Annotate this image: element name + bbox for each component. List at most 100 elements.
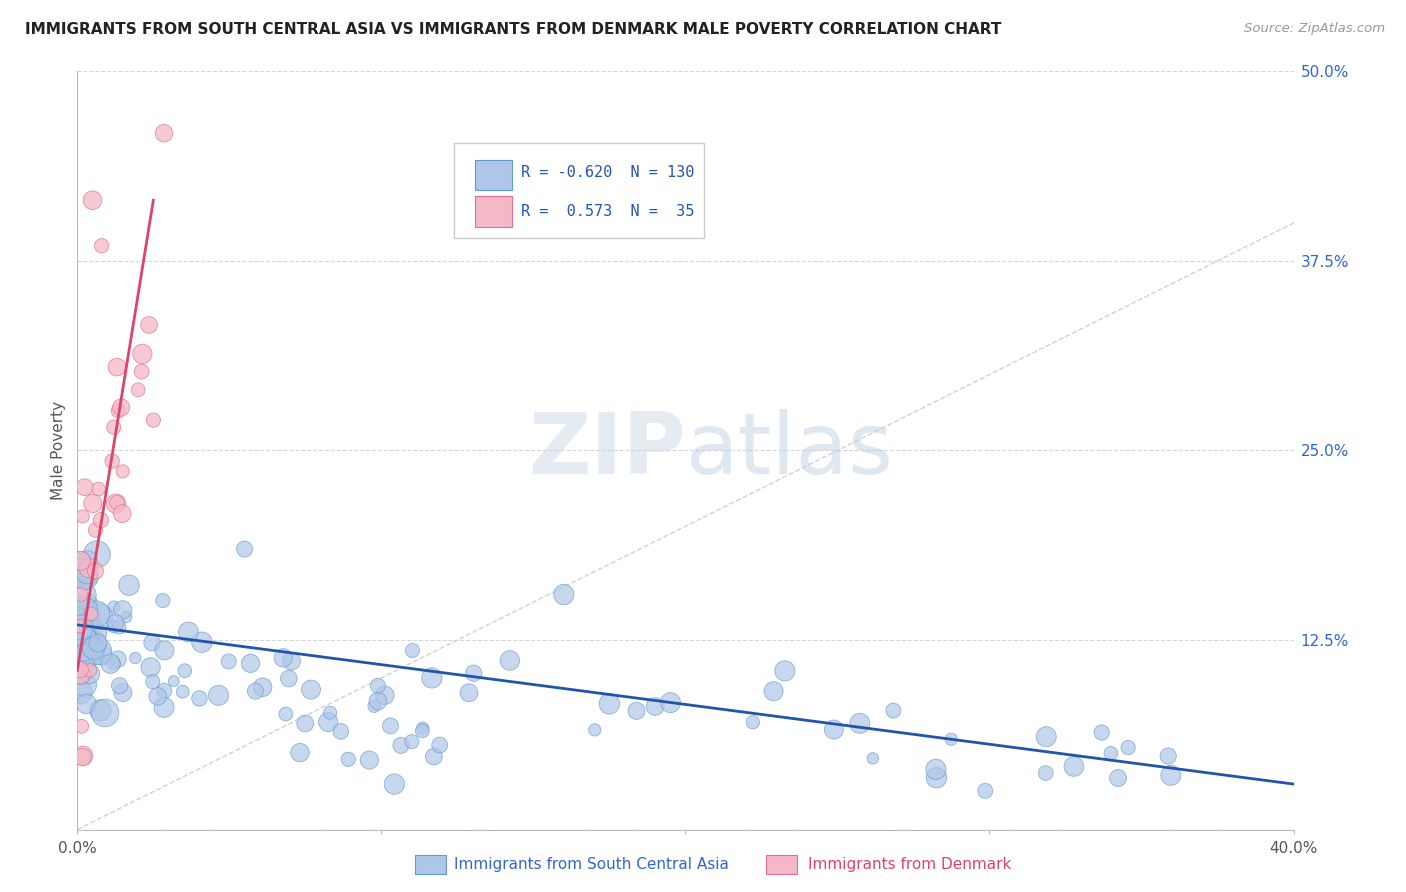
Point: [271, 651, 294, 665]
Text: atlas: atlas: [686, 409, 893, 492]
Point: [76, 570, 98, 584]
Point: [103, 619, 125, 633]
Point: [359, 753, 381, 767]
FancyBboxPatch shape: [454, 144, 703, 238]
Point: [84, 564, 107, 578]
Point: [75, 603, 97, 617]
Point: [319, 706, 342, 720]
Point: [762, 684, 785, 698]
Point: [87, 644, 110, 658]
Point: [337, 752, 360, 766]
Point: [127, 383, 149, 397]
Point: [252, 680, 274, 694]
Point: [1091, 725, 1114, 739]
Point: [141, 636, 163, 650]
Point: [1116, 740, 1139, 755]
Point: [1035, 730, 1057, 744]
Point: [75, 610, 97, 624]
Point: [101, 454, 124, 468]
Point: [108, 620, 131, 634]
Point: [598, 697, 620, 711]
Point: [108, 679, 131, 693]
Text: Source: ZipAtlas.com: Source: ZipAtlas.com: [1244, 22, 1385, 36]
Text: R = -0.620  N = 130: R = -0.620 N = 130: [522, 165, 695, 179]
Point: [401, 643, 423, 657]
Point: [82, 496, 104, 510]
Point: [76, 633, 98, 648]
Point: [367, 694, 389, 708]
Point: [83, 641, 105, 656]
Point: [583, 723, 606, 737]
Point: [207, 688, 229, 702]
Point: [83, 626, 105, 640]
Point: [90, 238, 112, 253]
Point: [142, 413, 165, 427]
Point: [882, 704, 904, 718]
Text: Immigrants from South Central Asia: Immigrants from South Central Asia: [454, 857, 730, 871]
Point: [105, 496, 128, 510]
Point: [69, 619, 91, 633]
Point: [107, 403, 129, 417]
Point: [138, 318, 160, 332]
Point: [69, 621, 91, 635]
Point: [69, 601, 91, 615]
Point: [70, 634, 93, 648]
Point: [294, 716, 316, 731]
Point: [70, 719, 93, 733]
Point: [233, 542, 256, 557]
Point: [163, 674, 186, 689]
Point: [105, 359, 128, 375]
Point: [76, 632, 98, 647]
Point: [86, 607, 108, 621]
Point: [111, 464, 134, 478]
Point: [659, 696, 682, 710]
Point: [72, 625, 94, 640]
Point: [329, 724, 352, 739]
Point: [73, 610, 96, 624]
Point: [146, 690, 169, 704]
Point: [849, 716, 872, 731]
Point: [218, 655, 240, 669]
Point: [69, 685, 91, 699]
Text: IMMIGRANTS FROM SOUTH CENTRAL ASIA VS IMMIGRANTS FROM DENMARK MALE POVERTY CORRE: IMMIGRANTS FROM SOUTH CENTRAL ASIA VS IM…: [25, 22, 1001, 37]
Point: [131, 347, 153, 361]
Point: [77, 569, 100, 583]
Point: [70, 657, 93, 671]
Point: [380, 719, 402, 733]
Point: [80, 642, 103, 657]
Point: [367, 679, 389, 693]
Point: [363, 699, 385, 714]
Point: [69, 667, 91, 681]
Point: [70, 666, 93, 681]
Point: [91, 648, 114, 662]
Point: [429, 738, 451, 752]
Point: [69, 665, 91, 679]
Point: [90, 513, 112, 527]
Text: Immigrants from Denmark: Immigrants from Denmark: [808, 857, 1012, 871]
Point: [382, 777, 405, 791]
Point: [644, 699, 666, 714]
Point: [76, 697, 98, 711]
Point: [69, 564, 91, 578]
Point: [316, 714, 339, 729]
Point: [103, 657, 125, 671]
Point: [124, 651, 146, 665]
Point: [401, 734, 423, 748]
Point: [69, 588, 91, 602]
Point: [73, 645, 96, 659]
Point: [84, 523, 107, 537]
Point: [79, 664, 101, 678]
Point: [153, 643, 176, 657]
Point: [80, 607, 103, 621]
Point: [458, 686, 481, 700]
Point: [87, 482, 110, 496]
Point: [89, 703, 111, 717]
Point: [274, 706, 297, 721]
Point: [277, 672, 299, 686]
Point: [76, 616, 98, 631]
Point: [1157, 749, 1180, 764]
Point: [77, 553, 100, 567]
Point: [87, 636, 110, 650]
Point: [925, 771, 948, 785]
Point: [188, 691, 211, 706]
